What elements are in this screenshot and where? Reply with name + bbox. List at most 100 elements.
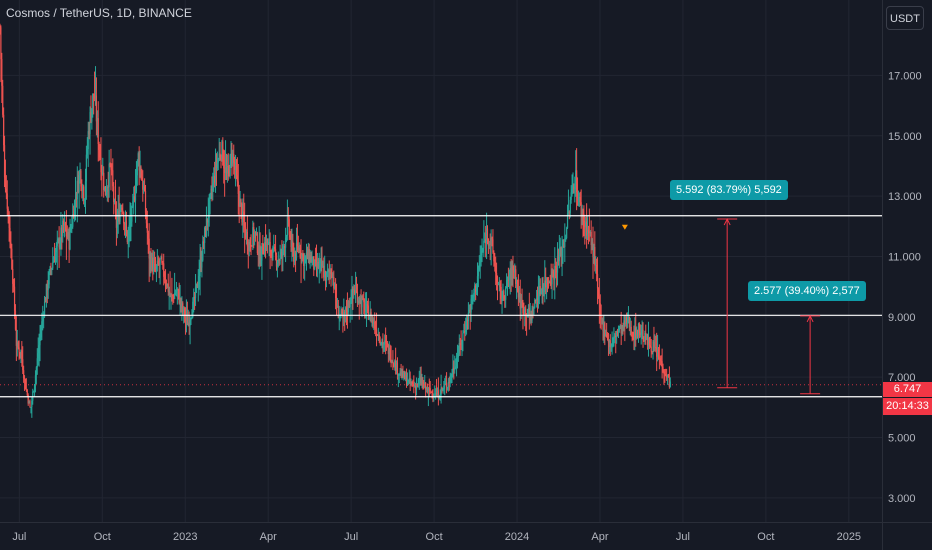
currency-selector-button[interactable]: USDT [886, 6, 924, 30]
candle-body [656, 347, 658, 357]
candle-body [535, 299, 537, 301]
candle-body [365, 308, 367, 312]
candle-body [441, 387, 443, 390]
candle-body [73, 200, 76, 219]
candle-body [141, 177, 143, 181]
candle-body [603, 322, 605, 332]
candle-body [124, 223, 126, 225]
candle-body [31, 400, 33, 407]
candle-body [269, 241, 271, 252]
candle-body [137, 153, 139, 161]
candle-body [2, 85, 4, 115]
candle-body [284, 237, 287, 248]
candle-body [398, 373, 400, 375]
candle-body [81, 186, 83, 191]
candle-body [630, 326, 632, 336]
candle-body [565, 237, 567, 239]
candle-body [390, 359, 392, 362]
candle-body [623, 320, 625, 328]
candle-body [621, 325, 623, 334]
candle-body [236, 175, 238, 182]
candle-body [476, 276, 479, 286]
candle-body [16, 342, 18, 346]
candle-body [292, 241, 294, 251]
candle-body [368, 317, 370, 320]
candle-body [102, 172, 104, 175]
candle-body [449, 375, 451, 383]
candle-body [6, 193, 8, 209]
candle-body [331, 273, 333, 278]
candle-body [639, 332, 641, 335]
candle-body [396, 362, 399, 376]
candle-body [669, 381, 671, 388]
candle-body [150, 255, 152, 269]
candle-body [581, 212, 583, 217]
candle-body [508, 276, 510, 280]
candle-body [171, 294, 173, 296]
candle-body [140, 166, 142, 178]
candle-body [484, 239, 486, 241]
candle-body [213, 175, 215, 184]
candle-body [557, 255, 560, 262]
candle-body [604, 322, 606, 337]
candle-body [55, 245, 57, 253]
candle-body [375, 329, 378, 336]
candle-body [375, 328, 377, 330]
candle-body [222, 141, 224, 166]
x-tick-label: 2024 [505, 531, 529, 543]
candle-body [257, 253, 259, 255]
candle-body [606, 334, 608, 338]
candle-body [53, 260, 56, 263]
candle-body [226, 165, 228, 174]
candle-body [461, 340, 463, 345]
candle-body [367, 305, 369, 320]
candle-body [517, 288, 520, 298]
candle-body [234, 162, 236, 170]
candle-body [457, 353, 459, 357]
x-tick-label: Oct [94, 531, 111, 543]
candle-body [451, 374, 453, 376]
candle-body [166, 283, 168, 287]
candle-body [613, 336, 615, 339]
candle-body [93, 93, 95, 95]
candle-body [175, 290, 178, 294]
candle-body [274, 246, 276, 250]
candle-body [174, 293, 176, 300]
candle-body [84, 181, 87, 200]
candle-body [454, 368, 456, 371]
candle-body [204, 227, 206, 243]
candle-body [238, 194, 240, 207]
candle-body [326, 271, 329, 273]
candle-body [465, 318, 468, 330]
candle-body [366, 304, 369, 306]
candle-body [662, 366, 664, 372]
candle-body [212, 183, 214, 192]
candle-body [348, 300, 350, 308]
candle-body [395, 362, 398, 371]
candle-body [501, 298, 503, 300]
candle-body [99, 149, 101, 158]
candle-body [219, 153, 221, 157]
candle-body [23, 370, 25, 379]
candle-body [536, 298, 539, 304]
candle-body [569, 199, 571, 214]
candle-body [127, 230, 129, 243]
candle-body [9, 227, 11, 243]
candle-body [571, 189, 573, 193]
candle-body [385, 340, 387, 342]
candle-body [57, 238, 59, 241]
candle-body [124, 221, 127, 225]
candle-body [86, 149, 88, 155]
candle-body [157, 260, 159, 264]
candle-body [515, 269, 517, 284]
candle-body [172, 295, 174, 297]
candle-body [512, 266, 514, 271]
y-tick-label: 13.000 [888, 191, 922, 203]
candle-body [159, 259, 161, 265]
candle-body [320, 259, 322, 261]
candle-body [337, 305, 339, 319]
candle-body [391, 360, 393, 362]
candle-body [564, 238, 566, 247]
candle-body [435, 393, 438, 396]
